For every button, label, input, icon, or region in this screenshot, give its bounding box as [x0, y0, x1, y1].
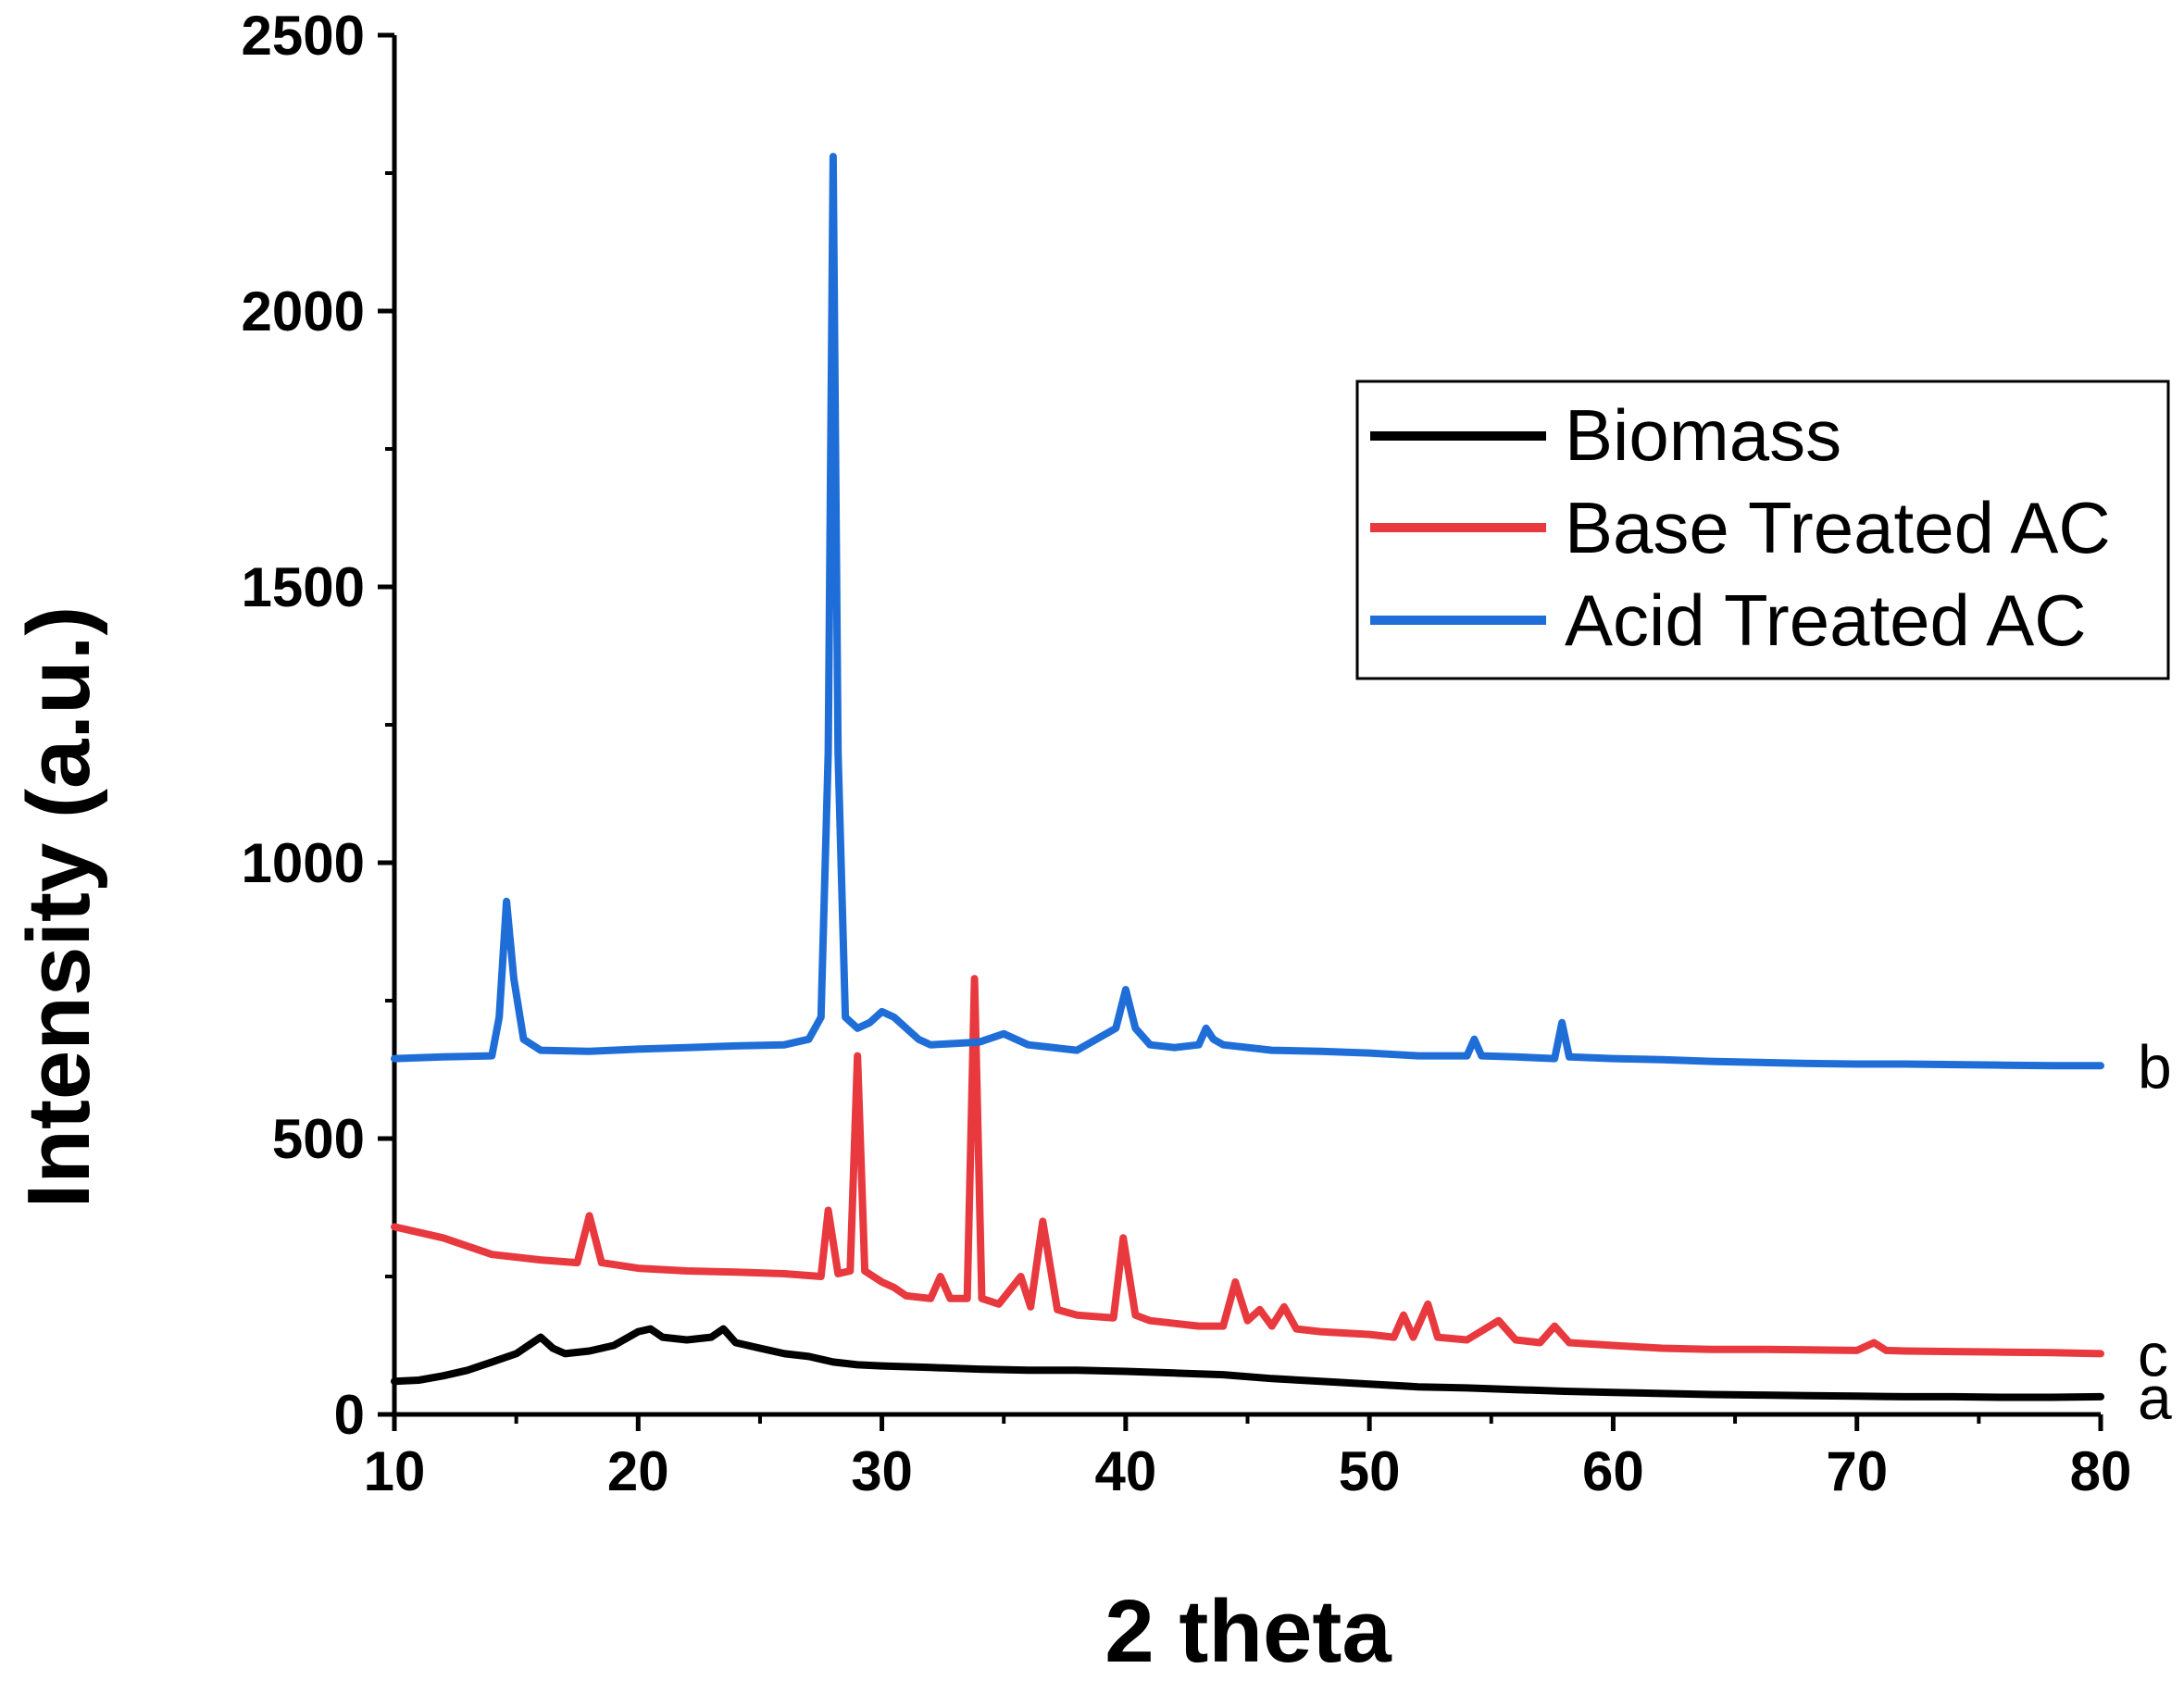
y-tick-label: 500	[272, 1108, 365, 1170]
y-axis-title: Intensity (a.u.)	[9, 606, 108, 1209]
y-tick-label: 1500	[242, 556, 365, 618]
series-line-biomass	[391, 1325, 2104, 1401]
y-tick-label: 2000	[242, 280, 365, 342]
series-layer	[391, 153, 2104, 1401]
x-ticks: 10 20 30 40 50 60 70 80	[364, 1414, 2132, 1502]
x-axis-title: 2 theta	[1104, 1582, 1392, 1681]
x-tick-label: 70	[1826, 1440, 1888, 1502]
x-tick-label: 60	[1582, 1440, 1644, 1502]
x-tick-label: 30	[851, 1440, 913, 1502]
series-line-base-treated-ac	[391, 975, 2104, 1358]
curve-tag-c: c	[2138, 1320, 2168, 1388]
x-tick-label: 10	[364, 1440, 426, 1502]
legend: Biomass Base Treated AC Acid Treated AC	[1355, 380, 2170, 680]
x-tick-label: 50	[1339, 1440, 1401, 1502]
x-tick-label: 20	[607, 1440, 669, 1502]
series-line-acid-treated-ac	[391, 153, 2104, 1070]
y-tick-label: 0	[334, 1384, 365, 1446]
y-tick-label: 1000	[242, 832, 365, 894]
y-ticks: 0 500 1000 1500 2000 2500	[242, 5, 394, 1446]
legend-label-acid-treated-ac: Acid Treated AC	[1565, 579, 2087, 661]
curve-tag-a: a	[2138, 1363, 2172, 1432]
curve-tag-b: b	[2138, 1032, 2172, 1101]
x-tick-label: 80	[2070, 1440, 2132, 1502]
y-tick-label: 2500	[242, 5, 365, 67]
curve-tags: ac b	[2138, 1032, 2172, 1432]
legend-label-base-treated-ac: Base Treated AC	[1565, 487, 2111, 568]
legend-label-biomass: Biomass	[1565, 394, 1841, 476]
x-tick-label: 40	[1094, 1440, 1156, 1502]
